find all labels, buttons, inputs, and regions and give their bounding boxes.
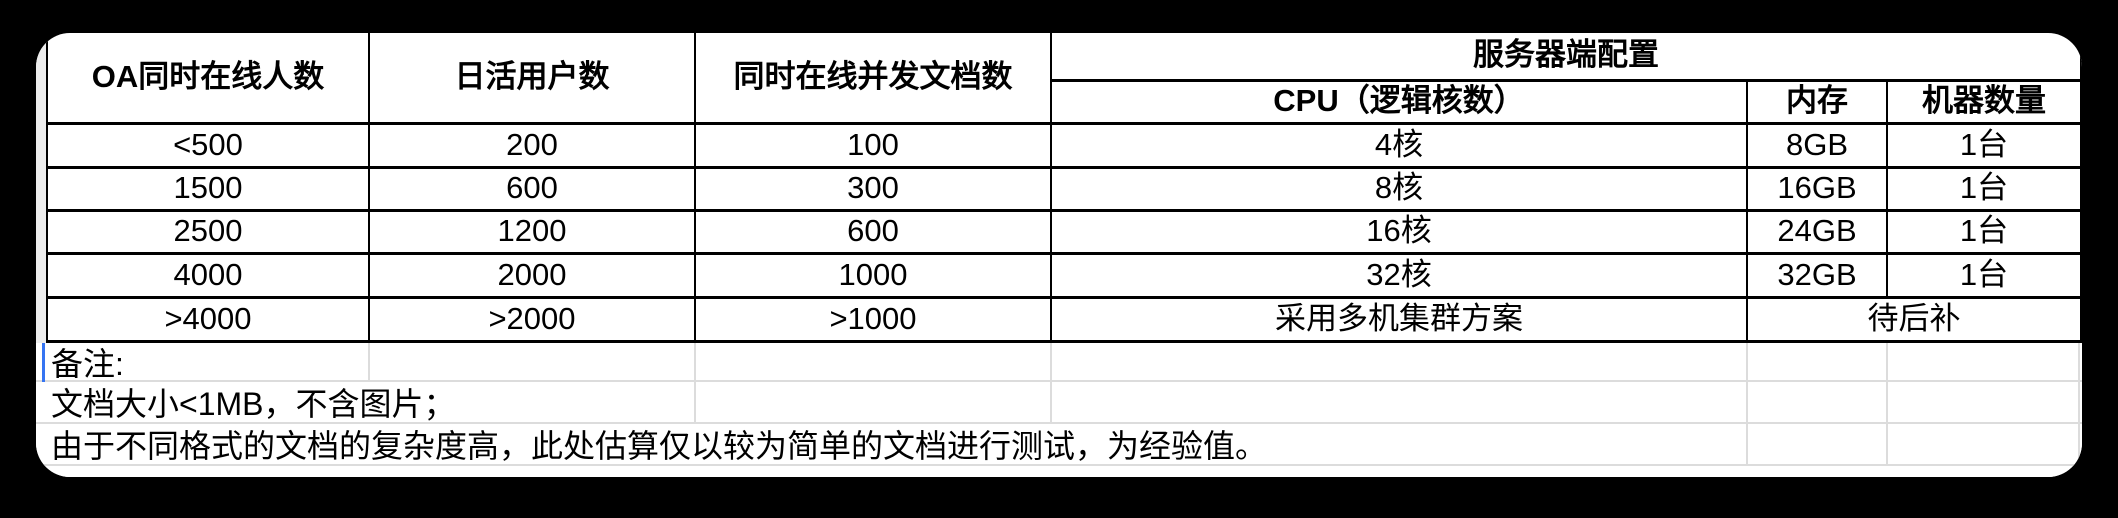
cell-memory[interactable]: 16GB — [1746, 165, 1888, 212]
gridline-segment — [2078, 382, 2080, 422]
cell-docs[interactable]: >1000 — [694, 295, 1052, 343]
gridline-segment — [1886, 382, 1888, 422]
table-row: 2500 1200 600 16核 24GB 1台 — [46, 208, 2082, 255]
gridline-segment — [1050, 343, 1052, 380]
note-text: 由于不同格式的文档的复杂度高，此处估算仅以较为简单的文档进行测试，为经验值。 — [51, 428, 1268, 464]
gridline-segment — [2078, 343, 2080, 380]
cell-memory[interactable]: 8GB — [1746, 121, 1888, 169]
header-cell-concurrent-docs[interactable]: 同时在线并发文档数 — [694, 33, 1052, 125]
cell-dau[interactable]: 600 — [368, 165, 696, 212]
gridline-segment — [694, 343, 696, 380]
cell-docs[interactable]: 300 — [694, 165, 1052, 212]
table-row: 1500 600 300 8核 16GB 1台 — [46, 165, 2082, 212]
cell-memory[interactable]: 24GB — [1746, 208, 1888, 255]
gridline-segment — [1886, 343, 1888, 380]
cell-oa[interactable]: 4000 — [46, 251, 370, 299]
header-row-top: OA同时在线人数 日活用户数 同时在线并发文档数 服务器端配置 — [46, 33, 2082, 125]
cell-oa[interactable]: 1500 — [46, 165, 370, 212]
gridline-segment — [1746, 424, 1748, 464]
notes-area: 备注: 文档大小<1MB，不含图片； 由于不同格式的文档的复杂度高，此处估算仅以… — [36, 343, 2082, 477]
header-row-sub: CPU（逻辑核数） 内存 机器数量 — [47, 78, 2082, 125]
cell-cpu[interactable]: 8核 — [1050, 165, 1748, 212]
cell-oa[interactable]: >4000 — [46, 295, 370, 343]
spreadsheet-card: OA同时在线人数 日活用户数 同时在线并发文档数 服务器端配置 CPU（逻辑核数… — [36, 33, 2082, 477]
cell-docs[interactable]: 100 — [694, 121, 1052, 169]
gridline-segment — [1886, 424, 1888, 464]
header-cell-daily-active-users[interactable]: 日活用户数 — [368, 33, 696, 125]
gridline-segment — [694, 382, 696, 422]
gridline-segment — [1746, 382, 1748, 422]
cell-machines[interactable]: 1台 — [1885, 251, 2082, 299]
cell-cpu[interactable]: 32核 — [1050, 251, 1748, 299]
header-cell-machines[interactable]: 机器数量 — [1885, 78, 2082, 125]
note-text: 文档大小<1MB，不含图片； — [51, 386, 456, 422]
row-gutter — [36, 33, 46, 343]
cell-cpu[interactable]: 4核 — [1050, 121, 1748, 169]
gridline-segment — [2078, 424, 2080, 464]
cell-dau[interactable]: 2000 — [368, 251, 696, 299]
cell-dau[interactable]: 200 — [368, 121, 696, 169]
cell-memory[interactable]: 32GB — [1746, 251, 1888, 299]
note-row-remark[interactable]: 备注: — [36, 343, 2082, 382]
cell-cpu-cluster-plan[interactable]: 采用多机集群方案 — [1050, 295, 1748, 343]
table-row: <500 200 100 4核 8GB 1台 — [46, 121, 2082, 169]
note-label: 备注: — [51, 345, 124, 382]
header-cell-memory[interactable]: 内存 — [1746, 78, 1888, 125]
cell-machines[interactable]: 1台 — [1885, 165, 2082, 212]
cell-dau[interactable]: 1200 — [368, 208, 696, 255]
header-cell-cpu[interactable]: CPU（逻辑核数） — [1050, 78, 1748, 125]
gridline-segment — [368, 343, 370, 380]
cell-docs[interactable]: 1000 — [694, 251, 1052, 299]
cell-machines[interactable]: 1台 — [1885, 121, 2082, 169]
cell-cpu[interactable]: 16核 — [1050, 208, 1748, 255]
cell-docs[interactable]: 600 — [694, 208, 1052, 255]
table-row: 4000 2000 1000 32核 32GB 1台 — [46, 251, 2082, 299]
note-row-estimate[interactable]: 由于不同格式的文档的复杂度高，此处估算仅以较为简单的文档进行测试，为经验值。 — [36, 424, 2082, 466]
note-row-doc-size[interactable]: 文档大小<1MB，不含图片； — [36, 382, 2082, 424]
header-cell-oa-online-users[interactable]: OA同时在线人数 — [46, 33, 370, 125]
cell-oa[interactable]: 2500 — [46, 208, 370, 255]
cell-dau[interactable]: >2000 — [368, 295, 696, 343]
header-cell-server-config-group[interactable]: 服务器端配置 — [1049, 33, 2082, 82]
cell-machines[interactable]: 1台 — [1885, 208, 2082, 255]
gridline-segment — [1050, 382, 1052, 422]
server-config-table: OA同时在线人数 日活用户数 同时在线并发文档数 服务器端配置 CPU（逻辑核数… — [46, 33, 2082, 343]
table-row: >4000 >2000 >1000 采用多机集群方案 待后补 — [46, 295, 2082, 343]
cell-pending[interactable]: 待后补 — [1745, 295, 2082, 343]
selected-cell-indicator — [42, 343, 45, 382]
gridline-segment — [1746, 343, 1748, 380]
cell-oa[interactable]: <500 — [46, 121, 370, 169]
